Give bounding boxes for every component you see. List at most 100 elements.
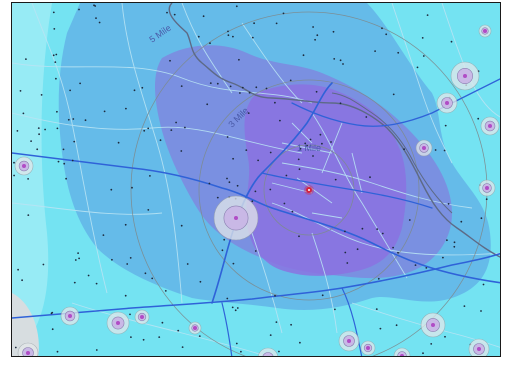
household-dot: [283, 202, 286, 205]
household-dot: [312, 26, 314, 28]
household-dot: [13, 161, 15, 164]
household-dot: [30, 140, 32, 143]
household-dot: [27, 178, 29, 180]
town-marker-icon[interactable]: [360, 340, 376, 356]
household-dot: [131, 186, 133, 189]
household-dot: [442, 256, 444, 259]
household-dot: [226, 297, 229, 300]
household-dot: [381, 27, 383, 30]
map-viewport[interactable]: 5 Mile 3 Mile 1 Mile: [11, 2, 501, 357]
household-dot: [480, 217, 483, 220]
household-dot: [78, 8, 80, 11]
household-dot: [110, 188, 113, 191]
household-dot: [141, 86, 144, 89]
town-marker-icon[interactable]: [60, 306, 80, 326]
household-dot: [374, 50, 376, 52]
household-dot: [67, 118, 70, 121]
town-marker-icon[interactable]: [134, 309, 150, 325]
highways: [12, 78, 500, 356]
gray-region-southwest: [12, 293, 39, 356]
household-dot: [334, 308, 336, 311]
town-marker-icon[interactable]: [420, 312, 446, 338]
household-dot: [228, 181, 231, 184]
household-dot: [332, 30, 335, 33]
household-dot: [408, 219, 411, 221]
household-dot: [226, 177, 228, 180]
household-dot: [84, 119, 87, 122]
household-dot: [16, 130, 19, 132]
household-dot: [206, 103, 209, 106]
household-dot: [460, 220, 463, 223]
light-region-west: [12, 3, 52, 356]
household-dot: [302, 54, 305, 57]
household-dot: [450, 40, 453, 43]
trade-area-map[interactable]: 5 Mile 3 Mile 1 Mile: [12, 3, 501, 357]
town-marker-icon[interactable]: [480, 116, 500, 136]
household-dot: [298, 235, 300, 238]
household-dot: [282, 12, 285, 15]
town-marker-icon[interactable]: [436, 92, 458, 114]
household-dot: [316, 34, 319, 37]
household-dot: [180, 224, 183, 227]
town-marker-icon[interactable]: [468, 338, 490, 357]
household-dot: [231, 306, 234, 309]
household-dot: [426, 14, 429, 16]
ring-label-1-mile: 1 Mile: [297, 143, 321, 153]
center-pin-icon[interactable]: [304, 185, 314, 195]
town-marker-icon[interactable]: [478, 179, 496, 197]
town-marker-icon[interactable]: [393, 347, 411, 357]
town-marker-icon[interactable]: [338, 330, 360, 352]
household-dot: [17, 268, 19, 271]
household-dot: [425, 267, 428, 269]
household-dot: [44, 128, 46, 131]
town-marker-icon[interactable]: [415, 139, 433, 157]
town-marker-icon[interactable]: [188, 321, 202, 335]
household-dot: [209, 42, 211, 45]
household-dot: [232, 35, 234, 38]
town-marker-icon[interactable]: [450, 61, 480, 91]
household-dot: [79, 82, 81, 85]
household-dot: [94, 5, 97, 7]
household-dot: [25, 58, 27, 60]
household-dot: [158, 336, 161, 338]
household-dot: [376, 228, 379, 231]
household-dot: [22, 112, 25, 115]
town-marker-icon[interactable]: [106, 311, 130, 335]
household-dot: [434, 149, 437, 151]
household-dot: [161, 321, 164, 324]
river-branch: [331, 92, 453, 214]
household-dot: [173, 13, 176, 16]
town-marker-icon[interactable]: [478, 24, 492, 38]
household-dot: [186, 263, 189, 265]
household-dot: [447, 203, 450, 205]
household-dot: [444, 124, 447, 127]
household-dot: [65, 177, 67, 180]
household-dot: [274, 294, 276, 297]
household-dot: [102, 234, 105, 237]
household-dot: [333, 58, 336, 60]
town-marker-icon[interactable]: [17, 342, 39, 357]
household-dot: [232, 262, 235, 265]
household-dot: [369, 176, 371, 179]
household-dot: [124, 223, 127, 226]
household-dot: [72, 118, 75, 120]
household-dot: [55, 77, 57, 80]
household-dot: [414, 264, 417, 266]
household-dot: [421, 37, 424, 39]
household-dot: [321, 294, 324, 297]
household-dot: [216, 82, 219, 85]
town-marker-icon[interactable]: [14, 156, 34, 176]
household-dot: [126, 263, 129, 265]
town-marker-icon[interactable]: [213, 195, 259, 241]
household-dot: [57, 160, 60, 163]
household-dot: [177, 329, 180, 332]
household-dot: [229, 85, 232, 88]
household-dot: [236, 184, 239, 187]
household-dot: [226, 136, 229, 138]
household-dot: [381, 232, 384, 235]
household-dot: [221, 249, 224, 252]
household-dot: [71, 159, 74, 162]
household-dot: [198, 335, 201, 337]
household-dot: [142, 338, 145, 341]
town-marker-icon[interactable]: [257, 347, 279, 357]
